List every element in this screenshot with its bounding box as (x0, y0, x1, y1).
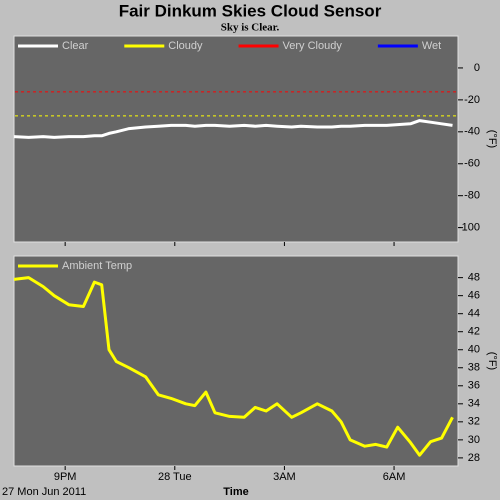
x-axis-label: Time (223, 486, 248, 498)
data-line (13, 276, 454, 457)
y-tick-label: 34 (468, 398, 480, 410)
chart-title: Fair Dinkum Skies Cloud Sensor (119, 1, 382, 20)
legend-label: Very Cloudy (283, 40, 343, 52)
y-tick-label: 32 (468, 416, 480, 428)
y-tick-label: 0 (474, 62, 480, 74)
legend-label: Cloudy (168, 40, 203, 52)
x-tick-label: 28 Tue (158, 471, 192, 483)
y-tick-label: -40 (464, 126, 480, 138)
legend-label: Ambient Temp (62, 260, 132, 272)
x-tick-label: 3AM (273, 471, 296, 483)
y-tick-label: 44 (468, 308, 480, 320)
legend-label: Clear (62, 40, 89, 52)
y-tick-label: -80 (464, 190, 480, 202)
y-tick-label: 48 (468, 272, 480, 284)
y-tick-label: -20 (464, 94, 480, 106)
y-tick-label: -60 (464, 158, 480, 170)
y-tick-label: 30 (468, 434, 480, 446)
data-line (13, 119, 453, 139)
y-tick-label: 36 (468, 380, 480, 392)
y-tick-label: 38 (468, 362, 480, 374)
y-tick-label: -100 (458, 222, 480, 234)
chart-subtitle: Sky is Clear. (221, 22, 280, 34)
x-tick-label: 9PM (54, 471, 77, 483)
y-tick-label: 28 (468, 452, 480, 464)
x-tick-label: 6AM (383, 471, 406, 483)
y-tick-label: 40 (468, 344, 480, 356)
y-axis-label: (°F) (486, 130, 498, 148)
y-tick-label: 42 (468, 326, 480, 338)
legend-label: Wet (422, 40, 441, 52)
plot-area (13, 35, 459, 243)
x-start-label: 27 Mon Jun 2011 (2, 486, 86, 498)
plot-area (13, 255, 459, 467)
y-tick-label: 46 (468, 290, 480, 302)
y-axis-label: (°F) (486, 352, 498, 370)
